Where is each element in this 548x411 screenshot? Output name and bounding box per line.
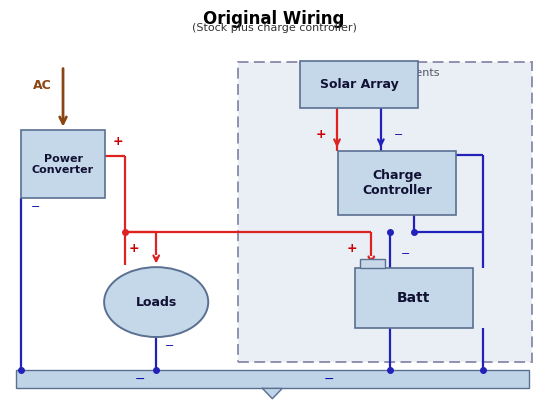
Ellipse shape xyxy=(104,267,208,337)
FancyBboxPatch shape xyxy=(338,151,456,215)
Text: Loads: Loads xyxy=(135,296,177,309)
Text: Charge
Controller: Charge Controller xyxy=(362,169,432,197)
FancyBboxPatch shape xyxy=(300,60,418,108)
Text: AC: AC xyxy=(33,79,52,92)
Text: −: − xyxy=(393,129,403,140)
FancyBboxPatch shape xyxy=(16,370,529,388)
Text: +: + xyxy=(315,128,326,141)
FancyBboxPatch shape xyxy=(361,259,385,268)
Text: +: + xyxy=(347,242,357,255)
Text: Added Components: Added Components xyxy=(330,68,439,78)
Text: +: + xyxy=(113,135,123,148)
FancyBboxPatch shape xyxy=(238,62,532,362)
Text: −: − xyxy=(134,373,145,386)
Text: −: − xyxy=(165,341,175,351)
Polygon shape xyxy=(262,388,282,399)
Text: (Stock plus charge controller): (Stock plus charge controller) xyxy=(192,23,356,32)
Text: −: − xyxy=(323,373,334,386)
Text: Power
Converter: Power Converter xyxy=(32,154,94,175)
Text: Batt: Batt xyxy=(397,291,430,305)
FancyBboxPatch shape xyxy=(21,131,105,199)
Text: Original Wiring: Original Wiring xyxy=(203,10,345,28)
Text: −: − xyxy=(401,249,410,259)
Text: −: − xyxy=(31,202,41,212)
Text: +: + xyxy=(129,242,140,255)
FancyBboxPatch shape xyxy=(355,268,472,328)
Text: Solar Array: Solar Array xyxy=(319,78,398,91)
